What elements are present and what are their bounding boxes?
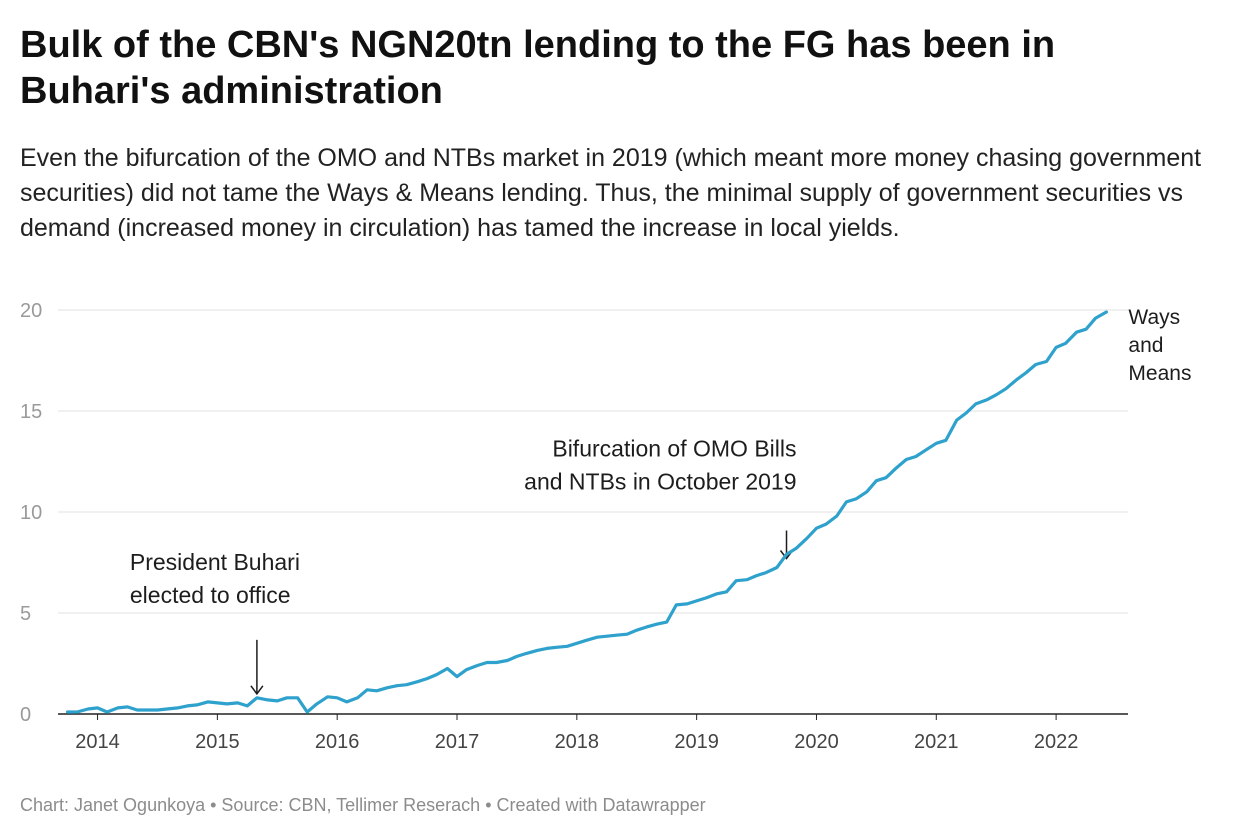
series-label-line: Means (1128, 362, 1191, 385)
series-label-ways-and-means: Ways and Means (1128, 306, 1191, 385)
annotation-text: Bifurcation of OMO Bills and NTBs in Octo… (524, 436, 796, 495)
annotation-line: Bifurcation of OMO Bills (552, 436, 796, 462)
x-axis-ticks: 2014 2015 2016 2017 2018 2019 2020 2021 2022 (75, 714, 1078, 753)
x-tick-label: 2022 (1034, 731, 1079, 753)
y-tick-label: 0 (20, 704, 31, 726)
datawrapper-credit[interactable]: Created with Datawrapper (496, 795, 706, 815)
y-tick-label: 15 (20, 401, 42, 423)
chart-footer: Chart: Janet Ogunkoya • Source: CBN, Tel… (20, 795, 706, 816)
y-axis-ticks: 0 5 10 15 20 (20, 300, 42, 726)
x-tick-label: 2015 (195, 731, 240, 753)
chart-credit: Chart: Janet Ogunkoya (20, 795, 206, 815)
annotation-line: President Buhari (130, 549, 300, 575)
source-credit[interactable]: Source: CBN, Tellimer Reserach (221, 795, 481, 815)
footer-separator: • (205, 795, 222, 815)
annotation-arrowhead (250, 685, 264, 696)
series-label-line: Ways (1128, 306, 1180, 329)
series-label-group: Ways and Means (1128, 306, 1191, 385)
x-tick-label: 2016 (315, 731, 360, 753)
x-tick-label: 2021 (914, 731, 959, 753)
y-tick-label: 20 (20, 300, 42, 322)
y-tick-label: 10 (20, 502, 42, 524)
annotation-line: and NTBs in October 2019 (524, 469, 796, 495)
footer-separator: • (480, 795, 497, 815)
series-layer (66, 310, 1108, 714)
x-tick-label: 2014 (75, 731, 120, 753)
x-tick-label: 2019 (674, 731, 719, 753)
annotations: President Buhari elected to office Bifurca… (130, 436, 797, 696)
gridlines (58, 309, 1128, 715)
y-tick-label: 5 (20, 603, 31, 625)
x-tick-label: 2020 (794, 731, 839, 753)
series-label-line: and (1128, 334, 1163, 357)
chart-title: Bulk of the CBN's NGN20tn lending to the… (20, 24, 1056, 112)
series-line-ways-and-means (66, 310, 1108, 714)
x-tick-label: 2017 (435, 731, 480, 753)
x-tick-label: 2018 (555, 731, 600, 753)
annotation-line: elected to office (130, 582, 291, 608)
line-chart: 0 5 10 15 20 2014 2015 2016 2017 2018 2019 2020 202… (20, 300, 1191, 753)
chart-subtitle: Even the bifurcation of the OMO and NTBs… (20, 144, 1202, 242)
annotation-text: President Buhari elected to office (130, 549, 300, 608)
